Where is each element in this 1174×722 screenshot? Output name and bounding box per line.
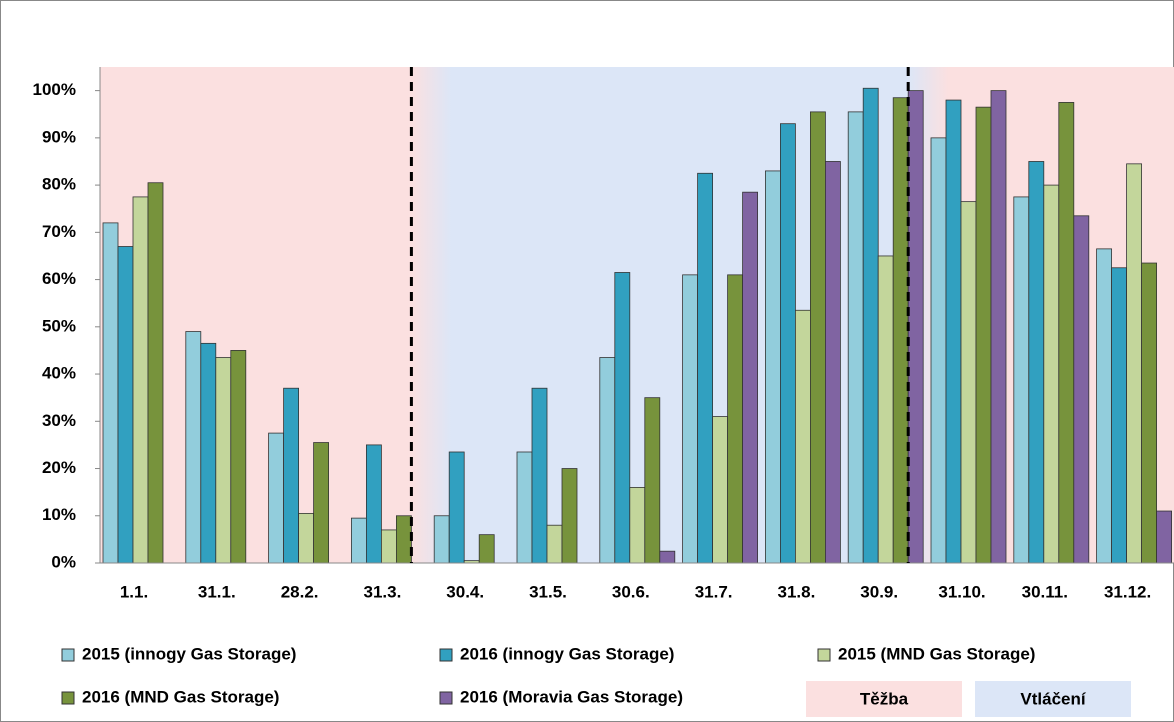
- bar: [200, 342, 217, 564]
- bar: [230, 350, 247, 564]
- bar: [1096, 248, 1112, 564]
- bar: [659, 550, 676, 564]
- bar: [847, 111, 864, 564]
- bar: [1111, 267, 1127, 564]
- bar: [810, 111, 826, 564]
- bar: [478, 534, 495, 564]
- y-tick-label: 70%: [42, 222, 76, 241]
- bar: [102, 222, 119, 564]
- bar: [727, 274, 743, 564]
- bar: [268, 432, 285, 564]
- x-tick-label: 31.3.: [363, 582, 401, 601]
- bar: [795, 309, 811, 564]
- bar: [531, 387, 548, 564]
- bar: [448, 451, 465, 564]
- bar: [1028, 161, 1045, 564]
- y-tick-label: 60%: [42, 269, 76, 288]
- bar: [283, 387, 300, 564]
- bar: [629, 487, 646, 564]
- y-tick-label: 10%: [42, 505, 76, 524]
- bar: [516, 451, 533, 564]
- bar: [945, 99, 962, 564]
- bar: [825, 161, 841, 564]
- legend-swatch: [817, 648, 831, 662]
- bar: [561, 468, 578, 564]
- bar: [365, 444, 382, 564]
- legend-label: 2016 (Moravia Gas Storage): [460, 687, 683, 706]
- bar: [990, 90, 1007, 564]
- bar: [1156, 510, 1172, 564]
- bar: [1073, 215, 1090, 564]
- bar: [395, 515, 412, 564]
- x-tick-label: 31.5.: [529, 582, 567, 601]
- bar: [1043, 184, 1060, 564]
- bar: [862, 87, 879, 564]
- bar: [780, 123, 796, 564]
- legend-label: 2015 (MND Gas Storage): [838, 644, 1035, 663]
- y-tick-label: 80%: [42, 175, 76, 194]
- bar: [313, 442, 330, 564]
- bar: [930, 137, 947, 564]
- bar: [132, 196, 149, 564]
- y-tick-label: 50%: [42, 316, 76, 335]
- x-tick-label: 31.10.: [938, 582, 985, 601]
- bar: [682, 274, 698, 564]
- bar: [614, 272, 631, 564]
- bar: [147, 182, 164, 564]
- bar: [712, 416, 728, 564]
- y-tick-label: 40%: [42, 364, 76, 383]
- y-tick-label: 0%: [51, 552, 76, 571]
- bar: [975, 106, 992, 564]
- bar: [599, 357, 616, 564]
- bar: [1013, 196, 1030, 564]
- x-tick-label: 31.12.: [1104, 582, 1151, 601]
- legend-label: 2015 (innogy Gas Storage): [82, 644, 296, 663]
- x-tick-label: 31.8.: [777, 582, 815, 601]
- bar: [1141, 262, 1157, 564]
- y-tick-label: 20%: [42, 458, 76, 477]
- legend-swatch: [61, 691, 75, 705]
- bar: [697, 172, 713, 564]
- bar: [877, 255, 894, 564]
- bar: [117, 246, 134, 564]
- bar: [1126, 163, 1142, 564]
- bar: [644, 397, 661, 564]
- x-tick-label: 30.11.: [1022, 582, 1068, 601]
- legend-swatch: [439, 648, 453, 662]
- bar: [546, 524, 563, 564]
- x-tick-label: 30.6.: [612, 582, 650, 601]
- x-tick-label: 30.4.: [446, 582, 484, 601]
- legend-swatch: [439, 691, 453, 705]
- legend-swatch: [61, 648, 75, 662]
- region-legend-box: [806, 681, 962, 717]
- bar: [1058, 102, 1075, 564]
- bar: [380, 529, 397, 564]
- legend-label: 2016 (MND Gas Storage): [82, 687, 279, 706]
- x-tick-label: 30.9.: [860, 582, 898, 601]
- bar: [298, 513, 315, 564]
- x-tick-label: 31.7.: [695, 582, 733, 601]
- x-tick-label: 1.1.: [120, 582, 148, 601]
- region-legend-box: [975, 681, 1131, 717]
- bar: [433, 515, 450, 564]
- bar: [907, 90, 924, 564]
- bar: [350, 517, 367, 564]
- x-tick-label: 31.1.: [198, 582, 236, 601]
- bar: [215, 357, 232, 564]
- bar: [892, 97, 909, 564]
- x-tick-label: 28.2.: [281, 582, 319, 601]
- region-legend-label: Těžba: [860, 689, 909, 708]
- y-tick-label: 90%: [42, 127, 76, 146]
- y-tick-label: 100%: [33, 80, 76, 99]
- region-legend-label: Vtláčení: [1020, 689, 1086, 708]
- bar: [765, 170, 781, 564]
- bar: [960, 201, 977, 564]
- bar: [742, 191, 758, 564]
- bar: [185, 331, 202, 564]
- legend-label: 2016 (innogy Gas Storage): [460, 644, 674, 663]
- y-tick-label: 30%: [42, 411, 76, 430]
